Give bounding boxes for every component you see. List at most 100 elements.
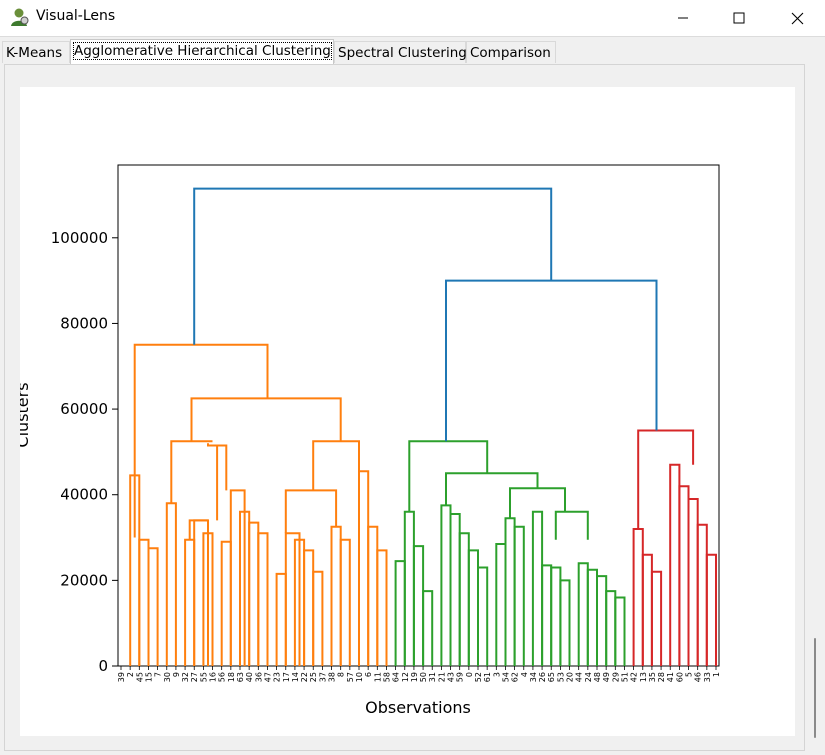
x-tick-label: 26	[538, 672, 547, 682]
y-axis-label: Clusters	[20, 382, 32, 447]
x-tick-label: 5	[685, 672, 694, 677]
x-tick-label: 65	[547, 672, 556, 682]
dendrogram-link	[275, 572, 287, 666]
person-icon	[11, 8, 29, 26]
tab-label: Spectral Clustering	[338, 45, 467, 61]
x-tick-label: 3	[492, 672, 501, 677]
tab-bar: K-Means Agglomerative Hierarchical Clust…	[0, 36, 825, 65]
dendrogram-link	[467, 549, 479, 666]
x-tick-label: 56	[218, 672, 227, 682]
x-tick-label: 62	[511, 672, 520, 682]
dendrogram-link	[257, 532, 269, 666]
dendrogram-link	[330, 525, 342, 666]
y-tick-label: 60000	[60, 400, 108, 418]
x-tick-label: 16	[209, 672, 218, 682]
tab-label: Agglomerative Hierarchical Clustering	[73, 42, 332, 60]
dendrogram-merge	[637, 429, 695, 529]
x-tick-label: 48	[593, 672, 602, 682]
dendrogram-link	[577, 562, 589, 666]
x-tick-label: 58	[382, 672, 391, 682]
dendrogram-link	[220, 540, 232, 666]
x-tick-label: 53	[556, 672, 565, 682]
x-tick-label: 19	[410, 672, 419, 682]
x-tick-label: 11	[373, 672, 382, 682]
dendrogram-link	[165, 502, 177, 666]
dendrogram-link	[641, 553, 653, 666]
dendrogram-merge	[190, 397, 342, 442]
dendrogram-link	[394, 560, 406, 666]
dendrogram-link	[678, 485, 690, 666]
dendrogram-link	[284, 532, 301, 666]
minimize-icon	[678, 17, 688, 19]
y-tick-label: 40000	[60, 486, 108, 504]
y-tick-label: 80000	[60, 314, 108, 332]
x-tick-label: 15	[144, 672, 153, 682]
x-tick-label: 20	[566, 672, 575, 682]
minimize-button[interactable]	[654, 0, 712, 36]
dendrogram-link	[358, 470, 370, 666]
x-tick-label: 9	[172, 672, 181, 677]
dendrogram-link	[412, 545, 425, 666]
x-tick-label: 57	[346, 672, 355, 682]
x-axis-label: Observations	[365, 698, 471, 717]
x-tick-label: 27	[190, 672, 199, 682]
y-tick-label: 0	[98, 657, 108, 675]
x-tick-label: 45	[135, 672, 144, 682]
dendrogram-link	[458, 532, 470, 666]
dendrogram-link	[193, 519, 209, 666]
x-tick-label: 4	[520, 672, 529, 677]
x-tick-label: 35	[648, 672, 657, 682]
x-tick-label: 2	[126, 672, 135, 677]
x-tick-label: 21	[437, 672, 446, 682]
dendrogram-link	[229, 489, 246, 666]
x-tick-label: 37	[318, 672, 327, 682]
dendrogram-link	[541, 564, 553, 666]
x-tick-label: 1	[712, 672, 721, 677]
dendrogram-link	[669, 463, 681, 666]
x-tick-label: 30	[163, 672, 172, 682]
dendrogram-link	[312, 570, 324, 666]
x-tick-label: 52	[474, 672, 483, 682]
x-tick-label: 55	[199, 672, 208, 682]
dendrogram-link	[422, 590, 434, 666]
tab-spectral[interactable]: Spectral Clustering	[334, 41, 467, 63]
close-button[interactable]	[768, 0, 825, 36]
dendrogram-link	[184, 538, 196, 666]
x-tick-label: 13	[639, 672, 648, 682]
x-tick-label: 50	[419, 672, 428, 682]
y-tick-label: 20000	[60, 571, 108, 589]
x-tick-label: 59	[456, 672, 465, 682]
x-tick-label: 7	[154, 672, 163, 677]
x-tick-label: 42	[630, 672, 639, 682]
dendrogram-merge	[170, 440, 213, 504]
tab-agglomerative[interactable]: Agglomerative Hierarchical Clustering	[70, 39, 334, 64]
dendrogram-link	[403, 510, 415, 666]
x-tick-label: 47	[263, 672, 272, 682]
x-tick-label: 60	[675, 672, 684, 682]
tab-comparison[interactable]: Comparison	[466, 41, 556, 63]
dendrogram-merge	[554, 510, 589, 540]
x-tick-label: 32	[181, 672, 190, 682]
dendrogram-link	[559, 579, 571, 666]
plot-frame	[117, 164, 720, 667]
close-icon	[791, 12, 803, 24]
dendrogram-merge	[193, 187, 553, 345]
window-title: Visual-Lens	[36, 8, 116, 24]
tab-kmeans[interactable]: K-Means	[2, 41, 70, 63]
tab-label: K-Means	[6, 45, 63, 61]
vertical-scrollbar[interactable]	[806, 64, 823, 753]
maximize-button[interactable]	[710, 0, 768, 36]
y-tick-label: 100000	[51, 229, 108, 247]
dendrogram-link	[632, 528, 644, 666]
x-tick-label: 10	[355, 672, 364, 682]
x-tick-label: 14	[291, 672, 300, 682]
scroll-thumb[interactable]	[814, 638, 816, 738]
dendrogram-link	[705, 553, 717, 666]
dendrogram-merge	[284, 489, 338, 534]
x-tick-label: 46	[694, 672, 703, 682]
x-tick-label: 51	[620, 672, 629, 682]
x-tick-label: 22	[300, 672, 309, 682]
x-tick-label: 8	[337, 672, 346, 677]
x-tick-label: 12	[401, 672, 410, 682]
